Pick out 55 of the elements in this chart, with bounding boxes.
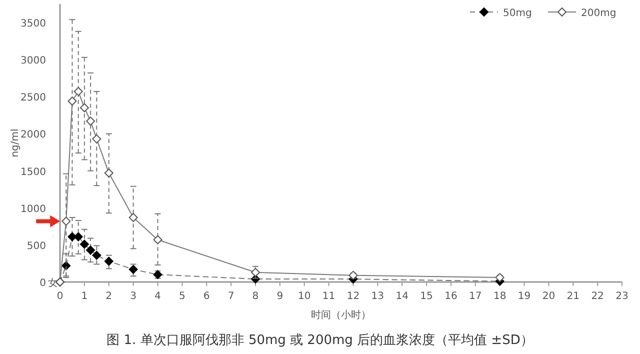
point xyxy=(86,116,96,126)
point xyxy=(495,273,504,282)
point xyxy=(86,246,96,255)
point xyxy=(92,134,102,144)
x-tick-label: 11 xyxy=(322,291,336,302)
x-tick-label: 18 xyxy=(493,291,506,302)
point xyxy=(80,240,89,249)
x-tick-label: 3 xyxy=(130,291,136,302)
y-axis-title: ng/ml xyxy=(10,128,21,158)
x-tick-label: 8 xyxy=(252,291,259,302)
x-tick-label: 0 xyxy=(56,291,64,302)
point xyxy=(80,103,89,112)
y-tick-label: 500 xyxy=(26,240,46,252)
x-tick-label: 12 xyxy=(346,291,360,302)
x-tick-label: 19 xyxy=(518,291,531,302)
y-tick-label: 2000 xyxy=(20,130,46,141)
x-tick-label: 6 xyxy=(203,291,210,302)
x-tick-label: 9 xyxy=(276,291,284,302)
point xyxy=(348,270,358,280)
point xyxy=(153,235,162,244)
point xyxy=(74,86,83,96)
point xyxy=(128,213,138,222)
legend-label: 200mg xyxy=(581,8,616,19)
y-tick-label: 1500 xyxy=(20,166,46,178)
point xyxy=(104,256,114,266)
text: 图 1. 单次口服阿伐那非 50mg 或 200mg 后的血浆浓度（平均值 ±SD） xyxy=(106,332,534,348)
x-tick-label: 4 xyxy=(154,291,161,302)
x-tick-label: 5 xyxy=(178,291,186,302)
point xyxy=(250,268,260,277)
x-tick-label: 16 xyxy=(444,291,458,302)
x-tick-label: 21 xyxy=(566,291,580,302)
y-tick-label: 2500 xyxy=(20,92,46,104)
x-tick-label: 23 xyxy=(616,291,628,302)
x-tick-label: 2 xyxy=(106,291,112,302)
x-tick-label: 17 xyxy=(469,291,482,302)
point xyxy=(128,264,138,274)
point xyxy=(62,216,71,226)
y-tick-label: 3000 xyxy=(20,56,46,67)
x-axis-title: 时间（小时） xyxy=(311,309,371,321)
x-tick-label: 20 xyxy=(542,291,556,302)
x-tick-label: 13 xyxy=(371,291,384,302)
x-tick-label: 15 xyxy=(420,291,433,302)
x-tick-label: 1 xyxy=(81,291,88,302)
point xyxy=(92,250,102,260)
x-tick-label: 7 xyxy=(228,291,234,302)
text: 女 xyxy=(48,277,58,289)
point xyxy=(104,168,114,178)
legend-label: 50mg xyxy=(503,8,532,19)
x-tick-label: 22 xyxy=(591,291,604,302)
y-tick-label: 0 xyxy=(40,278,46,289)
point xyxy=(68,96,77,106)
y-tick-label: 3500 xyxy=(20,18,46,30)
y-tick-label: 1000 xyxy=(20,204,46,215)
x-tick-label: 10 xyxy=(298,291,311,302)
x-tick-label: 14 xyxy=(396,291,408,302)
